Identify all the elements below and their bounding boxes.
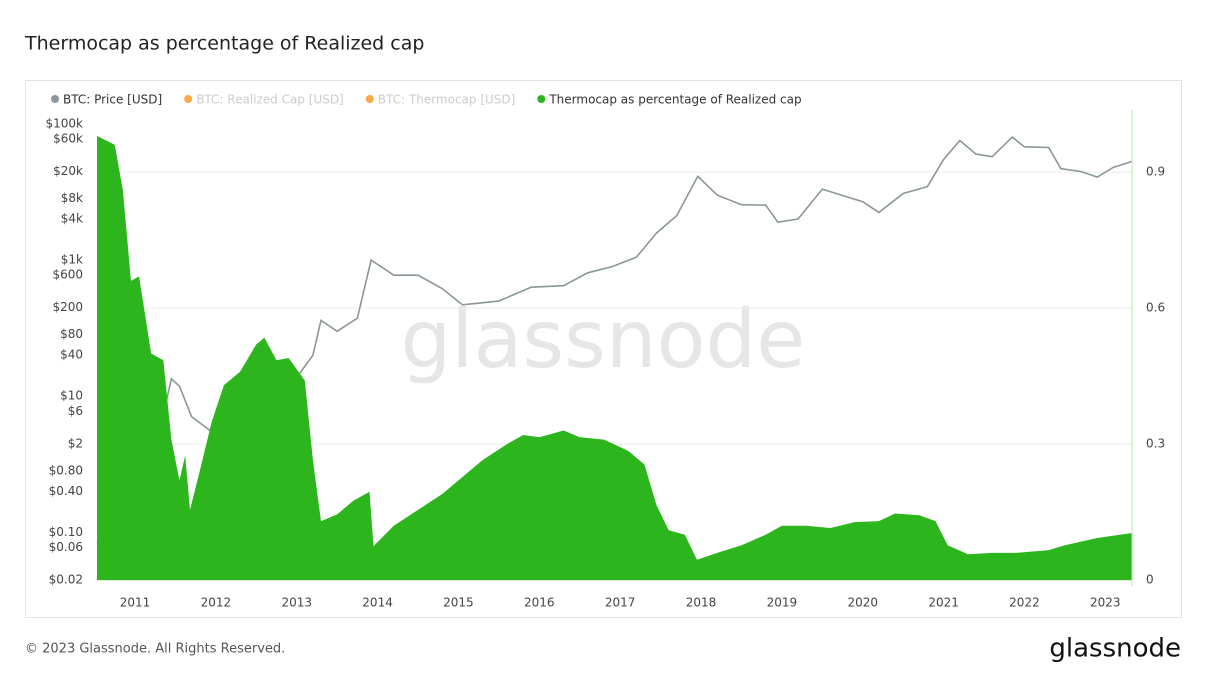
y-tick-label: $80 [60,327,83,341]
y2-tick-label: 0 [1146,573,1154,587]
logo: glassnode [1049,634,1181,664]
y-tick-label: $0.06 [49,540,83,554]
y-tick-label: $600 [52,268,83,282]
y-tick-label: $0.10 [49,525,83,539]
y-tick-label: $100k [46,116,84,130]
y-tick-label: $1k [61,253,83,267]
y-tick-label: $60k [53,131,83,145]
x-tick-label: 2014 [362,596,393,610]
legend-label[interactable]: BTC: Thermocap [USD] [378,93,516,107]
area [97,135,1132,581]
legend-marker [365,95,374,103]
y-tick-label: $10 [60,389,83,403]
y2-tick-label: 0.9 [1146,165,1165,179]
x-tick-label: 2011 [120,596,151,610]
x-tick-label: 2019 [767,596,798,610]
y-tick-label: $6 [68,404,83,418]
y-tick-label: $0.02 [49,572,83,586]
x-tick-label: 2017 [605,596,636,610]
chart-frame [25,80,1182,618]
x-tick-label: 2023 [1090,596,1121,610]
legend-marker [537,95,546,103]
watermark: glassnode [400,293,805,386]
legend-label[interactable]: BTC: Realized Cap [USD] [196,93,344,107]
y-tick-label: $20k [53,164,83,178]
x-tick-label: 2018 [686,596,717,610]
x-tick-label: 2016 [524,596,555,610]
y-tick-label: $0.40 [49,484,83,498]
y-tick-label: $200 [52,300,83,314]
y-tick-label: $40 [60,348,83,362]
chart-title: Thermocap as percentage of Realized cap [24,33,424,55]
x-tick-label: 2013 [281,596,312,610]
footer: © 2023 Glassnode. All Rights Reserved. [25,642,285,657]
x-tick-label: 2022 [1009,596,1040,610]
y2-tick-label: 0.6 [1146,301,1165,315]
legend-marker [184,95,193,103]
y2-tick-label: 0.3 [1146,437,1165,451]
legend-label[interactable]: BTC: Price [USD] [63,93,162,107]
x-tick-label: 2012 [201,596,232,610]
x-tick-label: 2021 [928,596,959,610]
x-tick-label: 2020 [847,596,878,610]
legend-label[interactable]: Thermocap as percentage of Realized cap [548,93,801,107]
legend-marker [51,95,59,103]
x-tick-label: 2015 [443,596,474,610]
y-tick-label: $0.80 [49,463,83,477]
y-tick-label: $2 [68,436,83,450]
y-tick-label: $8k [61,191,83,205]
y-tick-label: $4k [61,212,83,226]
